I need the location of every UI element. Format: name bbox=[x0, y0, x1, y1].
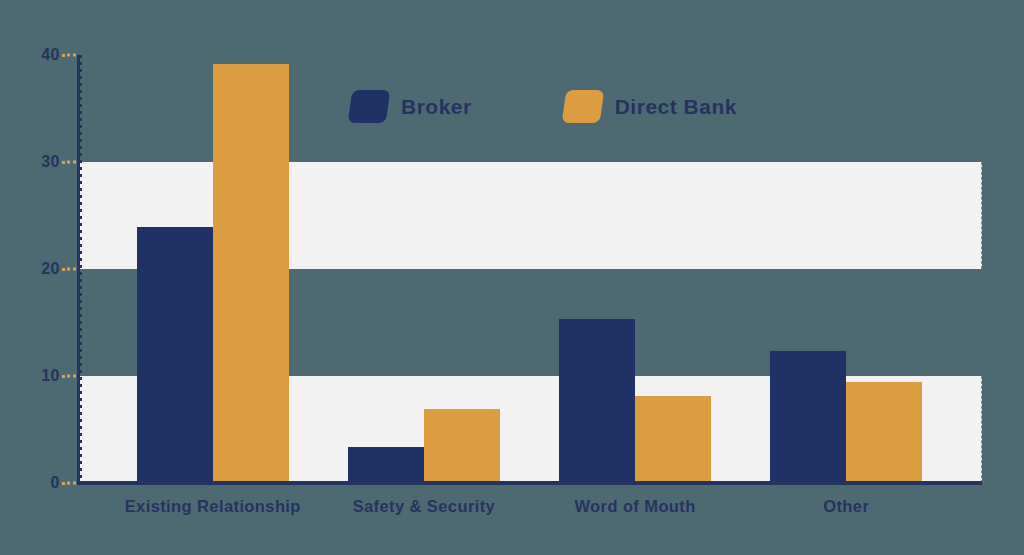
y-axis-minor-ticks bbox=[80, 55, 82, 483]
y-tick-label-0: 0 bbox=[51, 474, 60, 492]
bar-broker-existing-relationship bbox=[137, 227, 213, 483]
bar-direct-bank-other bbox=[846, 382, 922, 483]
x-category-label-existing-relationship: Existing Relationship bbox=[125, 497, 301, 516]
bar-direct-bank-safety-security bbox=[424, 409, 500, 483]
y-tick-label-30: 30 bbox=[41, 153, 60, 171]
y-tick-mark-20 bbox=[62, 268, 76, 271]
bar-chart: BrokerDirect Bank 010203040 Existing Rel… bbox=[0, 0, 1024, 555]
x-category-label-safety-security: Safety & Security bbox=[353, 497, 496, 516]
bar-broker-safety-security bbox=[348, 447, 424, 483]
y-tick-mark-30 bbox=[62, 161, 76, 164]
bar-direct-bank-existing-relationship bbox=[213, 64, 289, 483]
y-tick-mark-40 bbox=[62, 54, 76, 57]
bar-broker-other bbox=[770, 351, 846, 483]
y-tick-label-40: 40 bbox=[41, 46, 60, 64]
bar-broker-word-of-mouth bbox=[559, 319, 635, 483]
x-axis-line bbox=[77, 481, 982, 485]
y-tick-label-20: 20 bbox=[41, 260, 60, 278]
x-category-label-other: Other bbox=[823, 497, 869, 516]
y-tick-label-10: 10 bbox=[41, 367, 60, 385]
x-category-label-word-of-mouth: Word of Mouth bbox=[574, 497, 695, 516]
plot-area: 010203040 Existing RelationshipSafety & … bbox=[77, 55, 982, 483]
y-tick-mark-10 bbox=[62, 375, 76, 378]
bar-direct-bank-word-of-mouth bbox=[635, 396, 711, 483]
y-tick-mark-0 bbox=[62, 482, 76, 485]
